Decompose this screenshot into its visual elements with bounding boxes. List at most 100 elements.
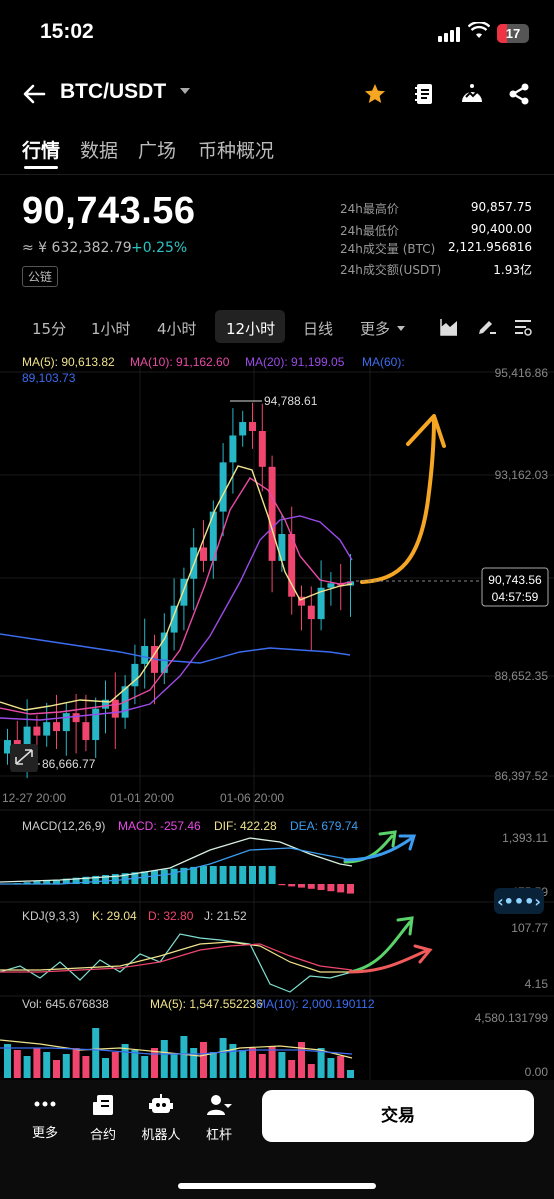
interval-active-bg [215, 310, 285, 343]
interval-1h[interactable]: 1小时 [91, 320, 131, 338]
nav-more[interactable]: 更多 [20, 1094, 70, 1141]
candle [258, 430, 266, 467]
volume-bar [219, 1038, 227, 1078]
volume-bar [190, 1048, 198, 1078]
interval-1d[interactable]: 日线 [303, 320, 334, 338]
macd-bar [239, 866, 247, 884]
bottom-bar: 更多 合约 机器人 杠杆 交易 [0, 1080, 554, 1199]
volume-bar [43, 1052, 51, 1078]
interval-4h[interactable]: 4小时 [157, 320, 197, 338]
volume-bar [141, 1056, 149, 1078]
macd-axis-label: 1,393.11 [502, 831, 548, 845]
macd-bar [298, 884, 305, 888]
candle [4, 740, 11, 754]
stat-label: 24h最低价 [340, 224, 399, 238]
candle [23, 726, 31, 754]
macd-bar [327, 884, 335, 892]
volume-bar [298, 1042, 305, 1078]
j-line [0, 933, 353, 993]
candle [62, 713, 70, 732]
chain-tag[interactable]: 公链 [22, 266, 59, 287]
fiat-price: ≈ ¥ 632,382.79 [22, 240, 132, 256]
high-label: 94,788.61 [264, 394, 318, 408]
x-axis-label: 01-06 20:00 [220, 791, 284, 805]
macd-bar [43, 880, 51, 884]
candle [347, 581, 354, 586]
k-line [0, 941, 352, 973]
tab-overview[interactable]: 币种概况 [198, 140, 275, 162]
chart-face-icon[interactable] [459, 82, 485, 106]
volume-bar [268, 1046, 276, 1078]
volume-bar [62, 1054, 70, 1078]
dots-icon[interactable] [33, 1094, 57, 1114]
macd-bar [92, 875, 100, 884]
ma20-legend: MA(20): 91,199.05 [245, 355, 345, 369]
x-axis-label: 01-01 20:00 [110, 791, 174, 805]
interval-15m[interactable]: 15分 [32, 320, 67, 338]
back-arrow-icon[interactable] [22, 82, 46, 106]
volume-bar [13, 1050, 21, 1078]
nav-leverage[interactable]: 杠杆 [194, 1094, 244, 1143]
volume-bar [288, 1060, 296, 1078]
volume-bar [121, 1044, 129, 1078]
notebook-icon[interactable] [412, 82, 436, 106]
nav-robot[interactable]: 机器人 [136, 1094, 186, 1143]
chevron-down-icon[interactable] [180, 88, 190, 94]
volume-bar [170, 1054, 178, 1078]
indicator-settings-icon[interactable] [514, 318, 532, 336]
battery-icon: 17 [497, 24, 529, 43]
macd-bar [170, 868, 178, 884]
interval-more[interactable]: 更多 [360, 320, 391, 338]
tab-market[interactable]: 行情 [22, 140, 61, 162]
more-indicators-button[interactable] [494, 888, 544, 914]
macd-bar [53, 879, 60, 884]
annotation-arrow [343, 830, 397, 864]
d-value: D: 32.80 [148, 909, 194, 923]
x-axis-label: 12-27 20:00 [2, 791, 66, 805]
expand-icon[interactable] [15, 749, 33, 765]
leverage-icon[interactable] [206, 1094, 232, 1116]
share-icon[interactable] [508, 82, 530, 106]
robot-icon[interactable] [148, 1094, 174, 1116]
annotation-arrow [348, 944, 433, 974]
stat-value: 1.93亿 [493, 263, 532, 277]
volume-bar [111, 1052, 119, 1078]
j-value: J: 21.52 [204, 909, 247, 923]
tab-data[interactable]: 数据 [80, 140, 119, 162]
volume-bar [327, 1058, 335, 1078]
contract-icon[interactable] [91, 1094, 115, 1116]
dif-value: DIF: 422.28 [214, 819, 277, 833]
interval-12h[interactable]: 12小时 [226, 320, 276, 338]
volume-bar [92, 1028, 100, 1078]
chevron-pair-icon[interactable]: ‹•••› [497, 892, 541, 911]
chevron-down-icon[interactable] [397, 326, 405, 331]
candle [131, 663, 139, 687]
candle [278, 534, 286, 561]
trade-button[interactable]: 交易 [262, 1090, 534, 1142]
stat-label: 24h成交量 (BTC) [340, 242, 436, 256]
star-icon[interactable] [363, 82, 387, 106]
candle [141, 645, 149, 664]
signal-icon [438, 26, 464, 42]
draw-pen-icon[interactable] [477, 318, 497, 336]
dea-value: DEA: 679.74 [290, 819, 358, 833]
candle [288, 534, 296, 597]
macd-bar [180, 867, 188, 884]
volume-bar [278, 1052, 286, 1078]
volume-bar [258, 1054, 266, 1078]
ma60-line [0, 633, 351, 664]
candle [180, 578, 188, 606]
macd-bar [23, 882, 31, 884]
wifi-icon [468, 22, 490, 38]
area-chart-icon[interactable] [440, 318, 458, 336]
kline-chart[interactable]: 90,743.56 04:57:59 94,788.61 86,666.77 M… [0, 350, 554, 1080]
tab-square[interactable]: 广场 [138, 140, 177, 162]
annotation-arrow [343, 834, 417, 862]
candle [33, 726, 41, 736]
nav-contract[interactable]: 合约 [78, 1094, 128, 1143]
volume-bar [23, 1056, 31, 1078]
pair-title[interactable]: BTC/USDT [60, 80, 167, 103]
status-bar: 15:02 17 [0, 0, 554, 62]
candle [249, 422, 256, 431]
macd-bar [268, 866, 276, 884]
